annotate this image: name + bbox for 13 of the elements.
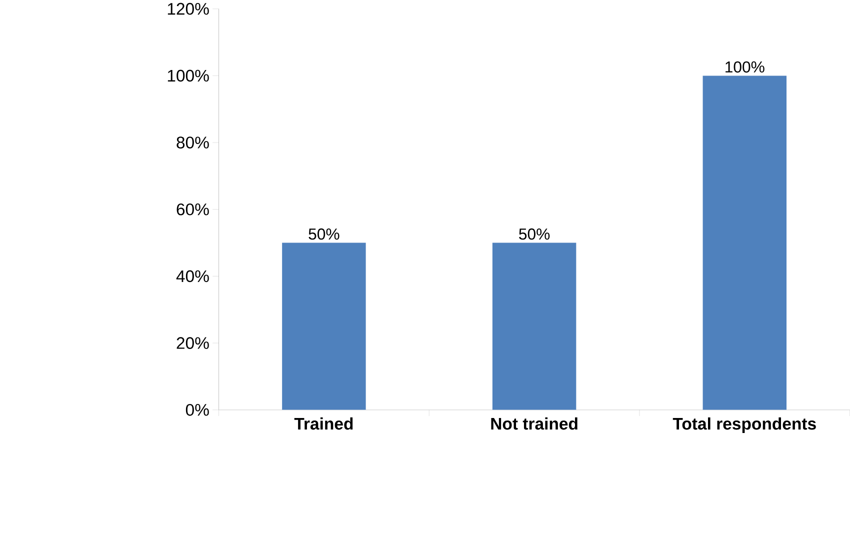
y-tick-label: 60% (176, 204, 209, 216)
x-tick-label: Not trained (491, 418, 578, 430)
data-label: 100% (726, 62, 764, 73)
y-tick-label: 100% (168, 70, 209, 82)
y-tick-label: 40% (176, 270, 209, 282)
y-tick-label: 120% (168, 3, 209, 16)
data-label: 50% (308, 228, 340, 240)
y-tick-label: 80% (176, 136, 209, 149)
y-tick-label: 20% (176, 337, 209, 350)
y-tick-label: 0% (186, 404, 209, 416)
x-tick-label: Trained (294, 418, 353, 430)
x-tick-label: Total respondents (672, 418, 816, 434)
data-label: 50% (519, 228, 550, 240)
